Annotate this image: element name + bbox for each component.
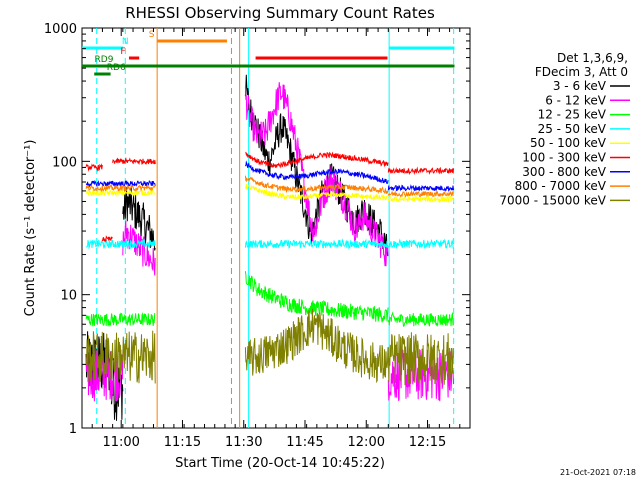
series-line-7-0 <box>85 183 156 193</box>
series-line-7-1 <box>244 175 389 195</box>
flag-label-6: RD9 <box>95 55 114 65</box>
y-tick-label-1: 10 <box>60 289 77 304</box>
series-line-5-2 <box>112 156 156 165</box>
legend-label-5: 100 - 300 keV <box>522 151 606 165</box>
series-line-5-0 <box>85 163 103 172</box>
series-line-5-3 <box>245 151 389 169</box>
y-tick-label-3: 1000 <box>44 22 77 37</box>
series-line-5-4 <box>387 166 454 176</box>
series-line-6-0 <box>85 179 156 188</box>
series-line-1-0 <box>85 349 124 402</box>
series-line-4-2 <box>387 194 454 204</box>
legend-label-0: 3 - 6 keV <box>553 79 607 93</box>
series-line-8-2 <box>387 332 454 386</box>
series-line-1-3 <box>387 348 454 402</box>
y-tick-label-0: 1 <box>69 422 77 437</box>
flag-label-4: F <box>120 47 125 57</box>
y-tick-label-2: 100 <box>52 155 77 170</box>
flag-label-2: N <box>122 37 129 47</box>
x-axis-title: Start Time (20-Oct-14 10:45:22) <box>175 456 385 471</box>
series-line-4-0 <box>85 189 156 198</box>
series-line-3-1 <box>244 238 455 250</box>
y-axis-title: Count Rate (s⁻¹ detector⁻¹) <box>23 140 38 317</box>
legend-label-3: 25 - 50 keV <box>538 122 607 136</box>
x-tick-label-2: 11:30 <box>225 435 262 450</box>
series-line-2-1 <box>244 271 389 323</box>
legend-label-2: 12 - 25 keV <box>538 108 607 122</box>
chart-title: RHESSI Observing Summary Count Rates <box>125 4 435 22</box>
series-line-7-2 <box>387 189 454 198</box>
series-line-1-2 <box>244 82 389 267</box>
series-line-6-2 <box>387 184 454 193</box>
legend-label-1: 6 - 12 keV <box>545 93 607 107</box>
series-line-8-1 <box>244 308 389 384</box>
x-tick-label-5: 12:15 <box>409 435 446 450</box>
legend-header-line-1: Det 1,3,6,9, <box>557 51 628 65</box>
x-tick-label-1: 11:15 <box>164 435 201 450</box>
legend-label-4: 50 - 100 keV <box>530 136 607 150</box>
series-line-2-2 <box>387 311 454 328</box>
legend-label-7: 800 - 7000 keV <box>515 179 607 193</box>
series-line-3-0 <box>86 238 156 250</box>
footer-timestamp: 21-Oct-2021 07:18 <box>560 468 636 477</box>
series-line-4-1 <box>244 183 389 202</box>
series-line-8-0 <box>85 330 156 384</box>
series-line-6-1 <box>244 160 389 184</box>
x-tick-label-0: 11:00 <box>102 435 139 450</box>
flag-label-7: RD6 <box>107 63 126 73</box>
x-tick-label-4: 12:00 <box>348 435 385 450</box>
flag-label-3: S <box>149 30 155 40</box>
series-line-5-1 <box>101 235 113 242</box>
legend-label-8: 7000 - 15000 keV <box>499 193 606 207</box>
series-line-0-2 <box>122 186 156 251</box>
series-line-2-0 <box>85 311 156 328</box>
legend-header-line-2: FDecim 3, Att 0 <box>535 65 628 79</box>
legend-label-6: 300 - 800 keV <box>522 165 606 179</box>
x-tick-label-3: 11:45 <box>286 435 323 450</box>
